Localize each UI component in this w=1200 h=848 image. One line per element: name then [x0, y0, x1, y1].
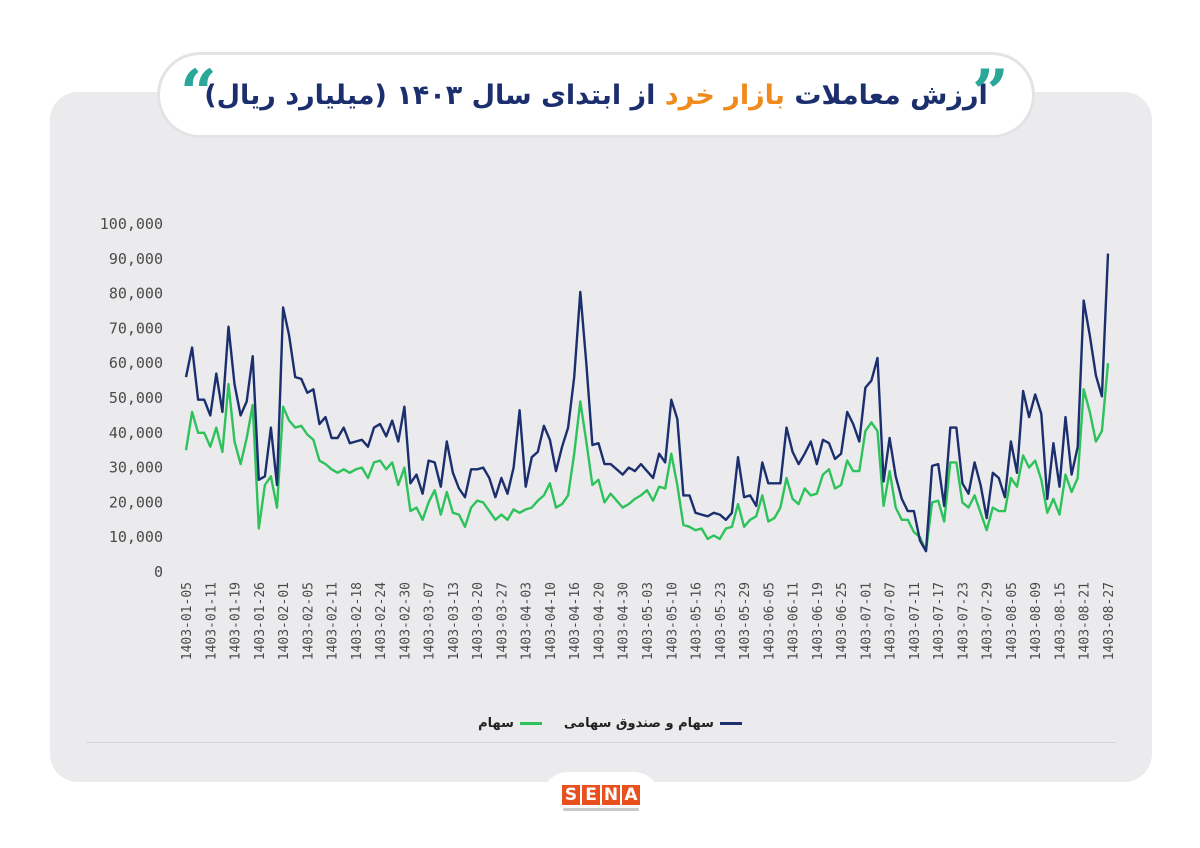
x-tick-label: 1403-07-23 — [956, 582, 971, 660]
x-tick-label: 1403-03-07 — [423, 582, 438, 660]
y-tick-label: 0 — [154, 563, 163, 581]
x-tick-label: 1403-05-23 — [714, 582, 729, 660]
logo-letter: E — [582, 785, 600, 805]
x-tick-label: 1403-04-30 — [617, 582, 632, 660]
x-tick-label: 1403-08-27 — [1102, 582, 1117, 660]
x-tick-label: 1403-02-18 — [350, 582, 365, 660]
logo-letter: N — [602, 785, 620, 805]
x-tick-label: 1403-01-11 — [204, 582, 219, 660]
logo-letter: S — [562, 785, 580, 805]
y-tick-label: 50,000 — [109, 389, 163, 407]
x-tick-label: 1403-07-11 — [908, 582, 923, 660]
x-tick-label: 1403-08-05 — [1005, 582, 1020, 660]
series-line-2 — [184, 363, 1110, 553]
x-tick-label: 1403-05-16 — [690, 582, 705, 660]
series-group — [184, 253, 1110, 553]
x-tick-label: 1403-06-05 — [762, 582, 777, 660]
x-tick-label: 1403-01-05 — [180, 582, 195, 660]
logo-letter: A — [622, 785, 640, 805]
x-tick-label: 1403-05-29 — [738, 582, 753, 660]
title-part-1: ارزش معاملات — [794, 79, 988, 111]
y-tick-label: 70,000 — [109, 319, 163, 337]
legend-swatch-series-2 — [519, 721, 542, 725]
legend-label-series-1: سهام و صندوق سهامی — [563, 715, 714, 731]
legend-label-series-2: سهام — [478, 715, 514, 731]
x-tick-label: 1403-05-03 — [641, 582, 656, 660]
legend-item-series-2: سهام — [478, 716, 542, 731]
y-tick-label: 90,000 — [109, 250, 163, 268]
legend-item-series-1: سهام و صندوق سهامی — [564, 716, 742, 731]
legend: سهام و صندوق سهامی سهام — [460, 712, 760, 734]
x-tick-label: 1403-01-19 — [229, 582, 244, 660]
divider — [86, 742, 1116, 743]
x-tick-label: 1403-02-24 — [374, 582, 389, 660]
legend-swatch-series-1 — [719, 721, 742, 725]
x-tick-label: 1403-04-10 — [544, 582, 559, 660]
y-tick-label: 30,000 — [109, 459, 163, 477]
x-tick-label: 1403-02-11 — [326, 582, 341, 660]
x-tick-label: 1403-08-21 — [1078, 582, 1093, 660]
y-tick-label: 100,000 — [100, 215, 163, 233]
y-tick-label: 60,000 — [109, 354, 163, 372]
x-tick-label: 1403-01-26 — [253, 582, 268, 660]
y-tick-label: 10,000 — [109, 528, 163, 546]
x-tick-label: 1403-08-09 — [1029, 582, 1044, 660]
x-tick-label: 1403-02-30 — [398, 582, 413, 660]
x-tick-label: 1403-07-29 — [981, 582, 996, 660]
x-tick-label: 1403-02-05 — [301, 582, 316, 660]
y-axis: 0 10,000 20,000 30,000 40,000 50,000 60,000 70,… — [100, 215, 163, 581]
x-tick-label: 1403-06-25 — [835, 582, 850, 660]
x-tick-label: 1403-08-15 — [1053, 582, 1068, 660]
x-tick-label: 1403-06-19 — [811, 582, 826, 660]
x-tick-label: 1403-03-13 — [447, 582, 462, 660]
y-tick-label: 40,000 — [109, 424, 163, 442]
x-tick-label: 1403-04-20 — [592, 582, 607, 660]
y-tick-label: 80,000 — [109, 285, 163, 303]
x-tick-label: 1403-03-20 — [471, 582, 486, 660]
x-tick-label: 1403-07-01 — [859, 582, 874, 660]
logo-tagline — [563, 808, 639, 811]
series-line-1 — [184, 253, 1110, 553]
x-tick-label: 1403-02-01 — [277, 582, 292, 660]
x-tick-label: 1403-03-27 — [495, 582, 510, 660]
title-part-2: از ابتدای سال ۱۴۰۳ (میلیارد ریال) — [204, 79, 656, 111]
x-tick-label: 1403-04-16 — [568, 582, 583, 660]
y-tick-label: 20,000 — [109, 493, 163, 511]
x-tick-label: 1403-07-07 — [884, 582, 899, 660]
title-part-highlight: بازار خرد — [664, 79, 785, 111]
open-quote-icon: “ — [180, 56, 217, 131]
x-axis: 1403-01-05 1403-01-11 1403-01-19 1403-01-26… — [180, 582, 1117, 660]
x-tick-label: 1403-04-03 — [520, 582, 535, 660]
title-banner: ارزش معاملات بازار خرد از ابتدای سال ۱۴۰… — [160, 55, 1032, 135]
x-tick-label: 1403-06-11 — [787, 582, 802, 660]
x-tick-label: 1403-07-17 — [932, 582, 947, 660]
x-tick-label: 1403-05-10 — [665, 582, 680, 660]
close-quote-icon: ” — [972, 56, 1009, 131]
